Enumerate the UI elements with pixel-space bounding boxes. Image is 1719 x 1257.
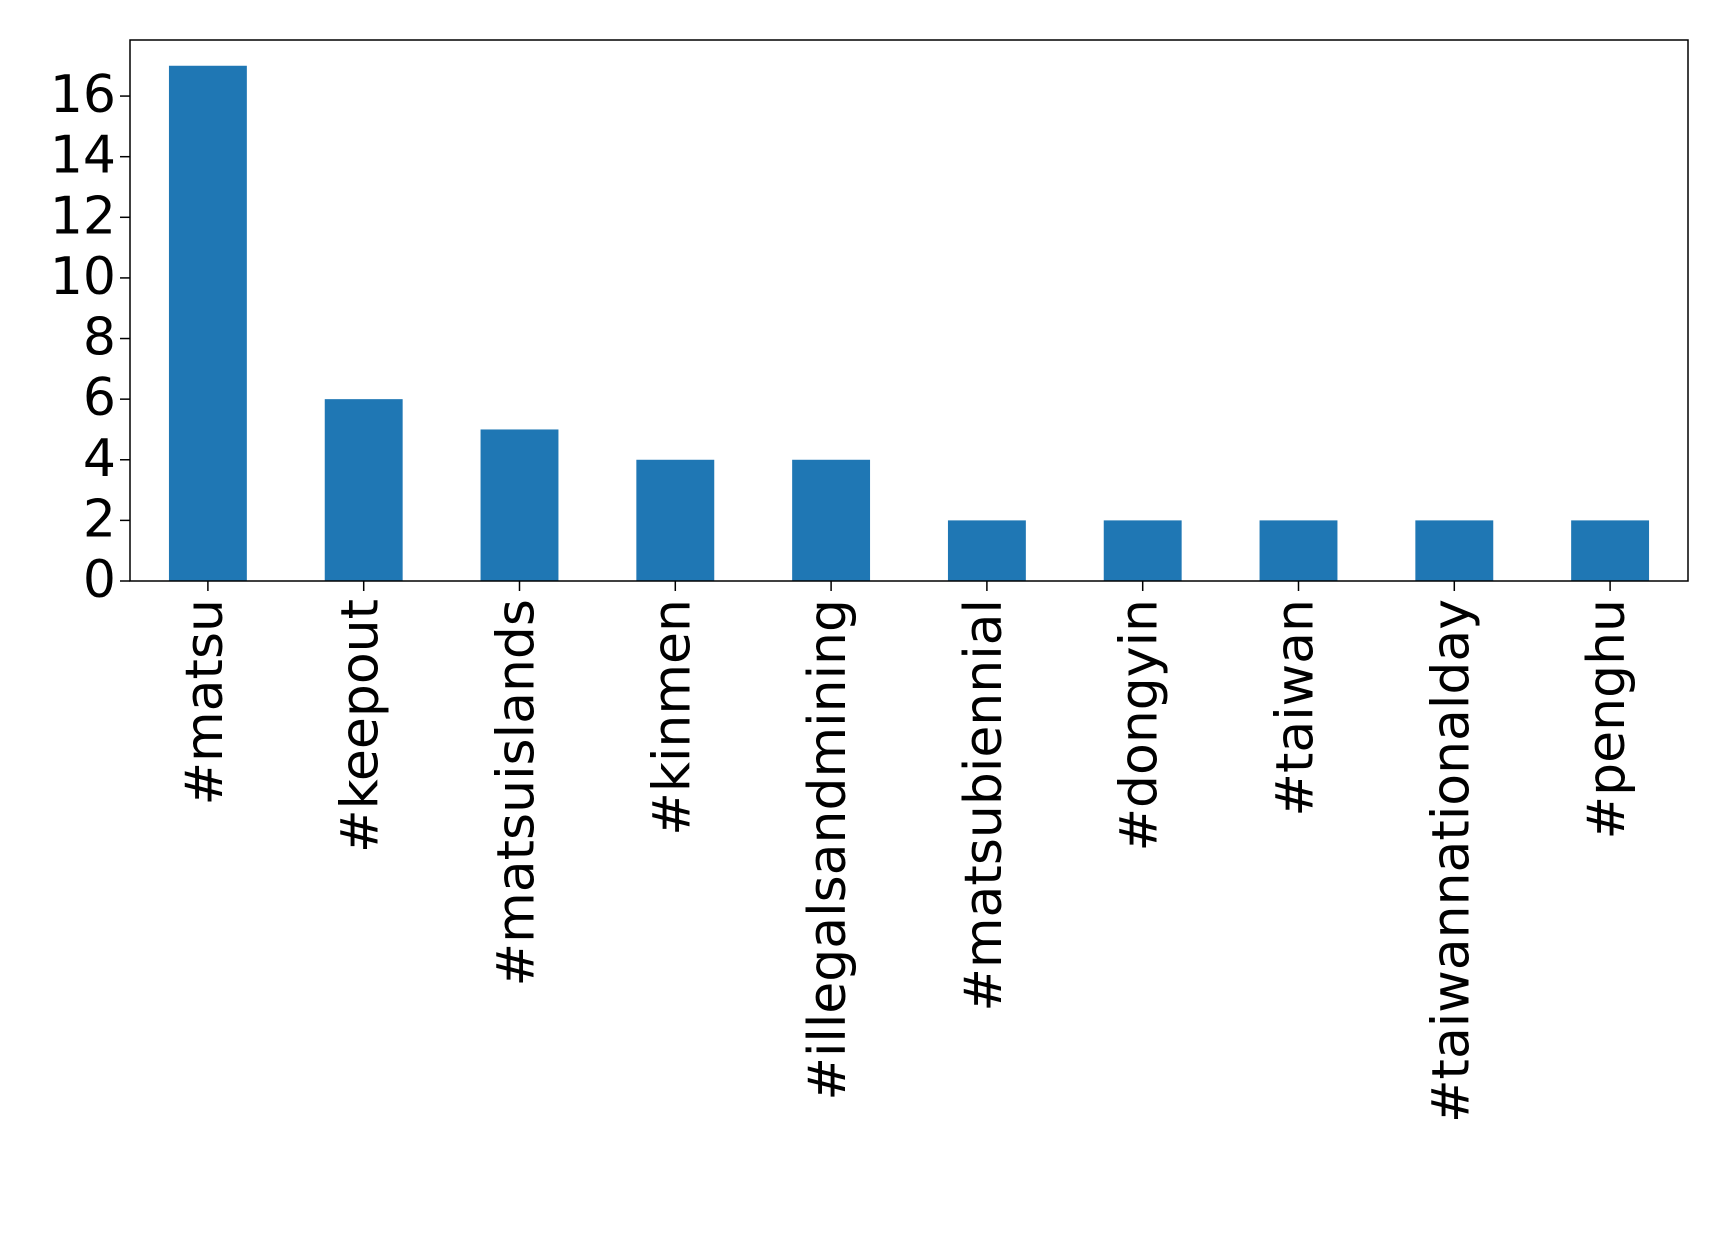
y-tick-label: 6: [83, 368, 116, 428]
x-tick-label: #matsuislands: [487, 599, 547, 986]
bar: [792, 459, 871, 581]
x-tick-label: #matsubiennial: [954, 599, 1014, 1012]
y-tick-label: 10: [50, 247, 116, 307]
plot-frame: [129, 39, 1689, 582]
y-tick-label: 4: [83, 429, 116, 489]
bar: [1259, 520, 1338, 581]
y-tick-label: 0: [83, 550, 116, 610]
x-tick-label: #taiwannationalday: [1421, 599, 1481, 1123]
bar: [1103, 520, 1182, 581]
y-tick-label: 12: [50, 186, 116, 246]
bar: [636, 459, 715, 581]
y-tick-label: 2: [83, 489, 116, 549]
x-tick-label: #kinmen: [642, 599, 702, 836]
x-tick-label: #taiwan: [1266, 599, 1326, 817]
bar: [1571, 520, 1650, 581]
bar: [324, 399, 403, 581]
y-tick-label: 14: [50, 126, 116, 186]
y-tick-label: 16: [50, 65, 116, 125]
x-tick-label: #penghu: [1577, 599, 1637, 839]
x-tick-label: #keepout: [331, 599, 391, 853]
x-tick-label: #matsu: [175, 599, 235, 806]
bar: [947, 520, 1026, 581]
bar: [1415, 520, 1494, 581]
x-tick-label: #dongyin: [1110, 599, 1170, 852]
bar: [480, 429, 559, 581]
x-tick-label: #illegalsandmining: [798, 599, 858, 1101]
y-tick-label: 8: [83, 308, 116, 368]
bar: [168, 65, 247, 581]
